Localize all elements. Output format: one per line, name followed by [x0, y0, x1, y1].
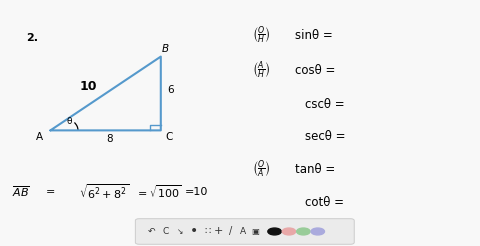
Text: 2.: 2.	[26, 33, 38, 43]
Text: $\sqrt{6^2+8^2}$: $\sqrt{6^2+8^2}$	[79, 183, 130, 201]
Text: ∷: ∷	[204, 227, 211, 236]
Circle shape	[268, 228, 281, 235]
Text: =: =	[46, 187, 55, 197]
Text: sinθ =: sinθ =	[295, 29, 333, 42]
Circle shape	[297, 228, 310, 235]
Text: θ: θ	[67, 117, 72, 126]
Text: ↘: ↘	[177, 227, 183, 236]
FancyBboxPatch shape	[135, 219, 354, 244]
Text: A: A	[36, 132, 43, 141]
Text: cotθ =: cotθ =	[305, 197, 344, 209]
Text: =10: =10	[185, 187, 208, 197]
Circle shape	[282, 228, 296, 235]
Circle shape	[311, 228, 324, 235]
Text: /: /	[229, 227, 232, 236]
Text: +: +	[214, 227, 224, 236]
Text: C: C	[165, 132, 173, 141]
Text: 6: 6	[167, 85, 174, 95]
Text: $\left(\frac{O}{A}\right)$: $\left(\frac{O}{A}\right)$	[252, 159, 271, 180]
Text: ↶: ↶	[147, 227, 155, 236]
Text: 10: 10	[80, 80, 97, 92]
Text: secθ =: secθ =	[305, 130, 345, 143]
Text: B: B	[162, 44, 169, 54]
Text: 8: 8	[106, 134, 113, 144]
Text: •: •	[190, 225, 198, 238]
Text: $\left(\frac{A}{H}\right)$: $\left(\frac{A}{H}\right)$	[252, 60, 271, 81]
Text: C: C	[162, 227, 169, 236]
Text: cosθ =: cosθ =	[295, 64, 336, 77]
Text: $\overline{AB}$: $\overline{AB}$	[12, 184, 30, 199]
Text: $\left(\frac{O}{H}\right)$: $\left(\frac{O}{H}\right)$	[252, 25, 271, 46]
Text: = $\sqrt{100}$: = $\sqrt{100}$	[137, 184, 182, 200]
Text: A: A	[240, 227, 246, 236]
Text: cscθ =: cscθ =	[305, 98, 345, 111]
Text: tanθ =: tanθ =	[295, 163, 336, 176]
Text: ▣: ▣	[251, 227, 259, 236]
